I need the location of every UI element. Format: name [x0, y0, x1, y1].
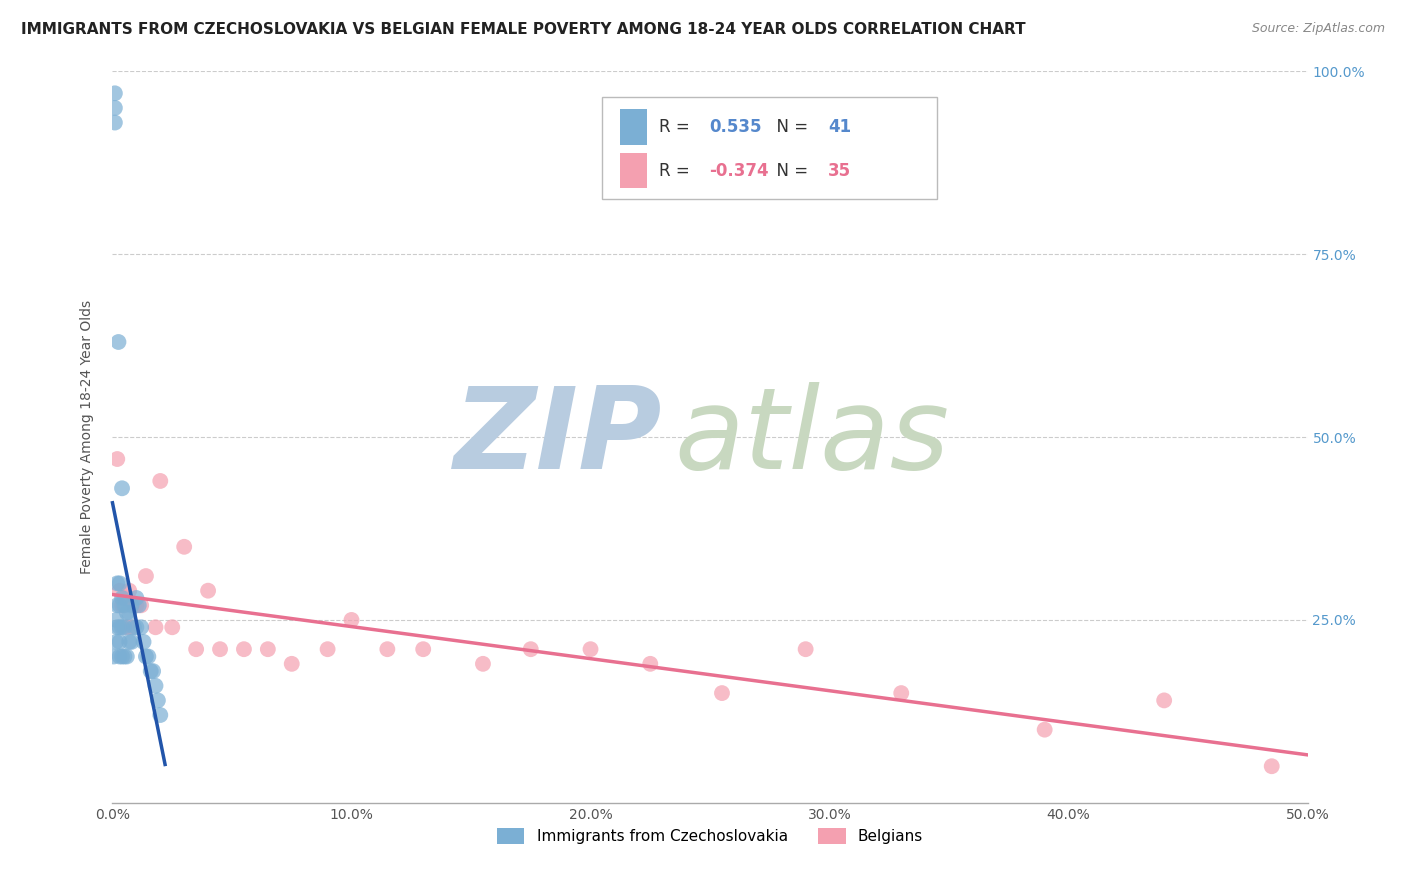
- Point: [129, 599, 152, 613]
- Text: N =: N =: [766, 118, 814, 136]
- Point: [103, 649, 125, 664]
- Point: [1261, 759, 1284, 773]
- Point: [104, 115, 127, 129]
- Point: [128, 599, 150, 613]
- Point: [122, 599, 145, 613]
- Point: [108, 635, 131, 649]
- Point: [145, 679, 167, 693]
- Point: [149, 708, 172, 723]
- Point: [890, 686, 912, 700]
- Point: [105, 599, 128, 613]
- Point: [233, 642, 256, 657]
- Point: [108, 599, 131, 613]
- Text: N =: N =: [766, 161, 814, 180]
- Point: [579, 642, 602, 657]
- Point: [1153, 693, 1175, 707]
- Point: [108, 583, 131, 598]
- Point: [794, 642, 817, 657]
- Point: [121, 620, 143, 634]
- Point: [105, 452, 128, 467]
- Text: atlas: atlas: [675, 382, 949, 492]
- Point: [377, 642, 399, 657]
- Point: [115, 606, 138, 620]
- Point: [104, 87, 127, 101]
- Point: [118, 583, 141, 598]
- Point: [472, 657, 495, 671]
- Point: [125, 599, 148, 613]
- Text: -0.374: -0.374: [709, 161, 769, 180]
- Point: [105, 635, 128, 649]
- Point: [114, 591, 135, 605]
- Text: Source: ZipAtlas.com: Source: ZipAtlas.com: [1251, 22, 1385, 36]
- Point: [104, 101, 127, 115]
- Point: [125, 591, 148, 605]
- Text: 0.535: 0.535: [709, 118, 761, 136]
- Point: [139, 664, 162, 678]
- Point: [138, 649, 160, 664]
- Point: [209, 642, 232, 657]
- Point: [115, 649, 138, 664]
- Point: [145, 620, 167, 634]
- Point: [197, 583, 219, 598]
- Legend: Immigrants from Czechoslovakia, Belgians: Immigrants from Czechoslovakia, Belgians: [491, 822, 929, 850]
- Point: [114, 649, 135, 664]
- Text: 41: 41: [828, 118, 852, 136]
- Point: [111, 599, 134, 613]
- Point: [118, 635, 141, 649]
- Point: [281, 657, 304, 671]
- Point: [111, 620, 134, 634]
- Point: [125, 620, 148, 634]
- Bar: [620, 110, 647, 145]
- Text: 35: 35: [828, 161, 852, 180]
- Point: [118, 606, 141, 620]
- Point: [186, 642, 208, 657]
- Point: [114, 620, 135, 634]
- Point: [173, 540, 195, 554]
- Point: [105, 576, 128, 591]
- Text: R =: R =: [658, 118, 695, 136]
- Point: [129, 620, 152, 634]
- Point: [640, 657, 662, 671]
- Point: [711, 686, 734, 700]
- Point: [105, 620, 128, 634]
- FancyBboxPatch shape: [603, 97, 938, 200]
- Point: [114, 599, 135, 613]
- Point: [316, 642, 339, 657]
- Point: [135, 569, 157, 583]
- Point: [142, 664, 165, 678]
- Point: [115, 620, 138, 634]
- Point: [121, 599, 143, 613]
- Point: [520, 642, 543, 657]
- Point: [111, 649, 134, 664]
- Point: [132, 635, 155, 649]
- Point: [105, 613, 128, 627]
- Point: [135, 649, 157, 664]
- Point: [108, 576, 131, 591]
- Text: IMMIGRANTS FROM CZECHOSLOVAKIA VS BELGIAN FEMALE POVERTY AMONG 18-24 YEAR OLDS C: IMMIGRANTS FROM CZECHOSLOVAKIA VS BELGIA…: [21, 22, 1026, 37]
- Point: [1033, 723, 1056, 737]
- Point: [107, 334, 129, 349]
- Point: [121, 635, 143, 649]
- Point: [162, 620, 183, 634]
- Point: [412, 642, 434, 657]
- Point: [108, 620, 131, 634]
- Point: [340, 613, 363, 627]
- Point: [111, 591, 134, 605]
- Point: [111, 481, 134, 495]
- Point: [146, 693, 169, 707]
- Point: [257, 642, 280, 657]
- Point: [122, 620, 145, 634]
- Y-axis label: Female Poverty Among 18-24 Year Olds: Female Poverty Among 18-24 Year Olds: [80, 300, 94, 574]
- Point: [108, 649, 131, 664]
- Text: R =: R =: [658, 161, 695, 180]
- Point: [149, 474, 172, 488]
- Text: ZIP: ZIP: [454, 382, 662, 492]
- Bar: [620, 153, 647, 188]
